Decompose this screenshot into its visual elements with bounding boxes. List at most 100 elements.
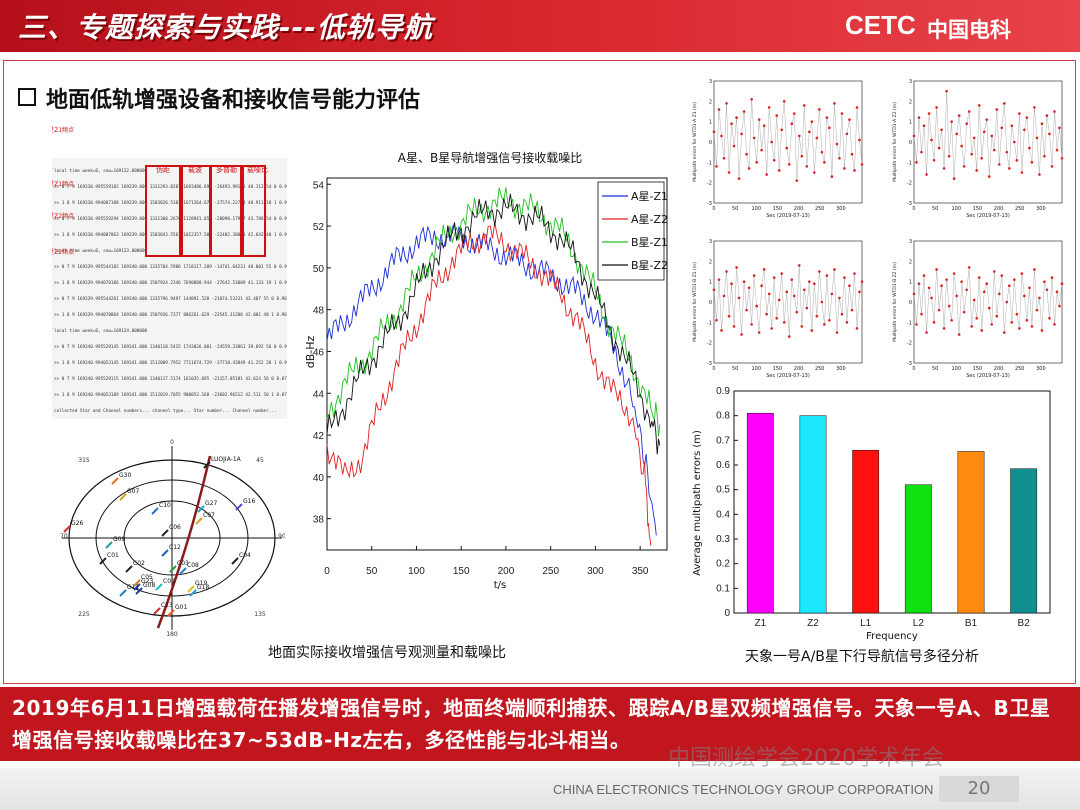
multipath-point [745, 152, 748, 156]
multipath-point [790, 122, 794, 125]
multipath-point [1043, 280, 1046, 283]
section-heading: 地面低轨增强设备和接收信号能力评估 [18, 82, 420, 114]
multipath-xtick: 250 [815, 366, 825, 372]
multipath-xtick: 300 [836, 366, 846, 372]
multipath-ytick: -2 [707, 341, 712, 347]
satellite-label: C03 [177, 560, 189, 567]
multipath-point [853, 272, 856, 275]
multipath-point [717, 278, 721, 281]
multipath-point [755, 161, 758, 164]
summary-text: 2019年6月11日增强载荷在播发增强信号时，地面终端顺利捕获、跟踪A/B星双频… [12, 696, 1051, 752]
table-rows: local time week=0, sow=169122.000000 >> 0… [54, 168, 287, 414]
multipath-point [810, 329, 814, 332]
multipath-point [813, 171, 816, 174]
satellite-label: G18 [197, 584, 209, 591]
satellite-label: C10 [159, 502, 171, 509]
satellite-track [169, 565, 177, 573]
multipath-point [1030, 325, 1034, 328]
multipath-xtick: 200 [994, 366, 1004, 372]
multipath-point [835, 142, 839, 146]
satellite-track [179, 567, 187, 575]
table-side-labels: B星Z1频点 A星Z1频点 B星Z2频点 A星Z2频点 [52, 126, 74, 256]
multipath-point [795, 179, 799, 182]
multipath-point [815, 136, 819, 140]
multipath-point [912, 292, 916, 296]
cn0-xtick: 300 [587, 566, 604, 577]
bar-ytick: 0.5 [716, 485, 730, 496]
satellite-label: G09 [113, 536, 125, 543]
satellite-label: G07 [127, 488, 139, 495]
multipath-ytick: 2 [709, 99, 712, 105]
multipath-xtick: 300 [836, 206, 846, 212]
multipath-point [848, 284, 851, 288]
multipath-point [820, 300, 824, 304]
cn0-ytick: 40 [313, 473, 325, 484]
multipath-point [1035, 308, 1039, 312]
multipath-ytick: 1 [709, 120, 712, 126]
multipath-ytick: 2 [909, 99, 912, 105]
multipath-point [960, 144, 963, 148]
multipath-point [972, 298, 976, 302]
cn0-legend-box [597, 181, 665, 281]
multipath-point [1000, 274, 1004, 277]
bar [746, 412, 774, 614]
multipath-point [1058, 304, 1061, 308]
cn0-series-line [326, 223, 657, 536]
multipath-point [843, 167, 846, 170]
footer-bar [0, 768, 1080, 810]
multipath-point [952, 177, 956, 180]
multipath-point [843, 276, 846, 279]
cn0-legend: A星-Z1 A星-Z2 B星-Z1 B星-Z2 [597, 181, 668, 281]
multipath-point [850, 152, 854, 156]
satellite-track [153, 607, 161, 615]
multipath-point [757, 331, 761, 334]
azimuth-label: 180 [166, 631, 178, 638]
multipath-point [1040, 122, 1044, 125]
multipath-point [808, 280, 811, 283]
multipath-plot-a-z2: 0 50 100 150 200 250 300 -3 -2 -1 0 1 2 3 Sec (2019-07… [892, 79, 1064, 219]
multipath-series-line [713, 99, 863, 181]
logo-chinese: 中国电科 [927, 18, 1011, 42]
multipath-xtick: 300 [1036, 206, 1046, 212]
multipath-point [1053, 110, 1056, 113]
multipath-point [915, 323, 918, 326]
multipath-point [942, 167, 946, 170]
bar [957, 451, 985, 614]
multipath-point [962, 310, 966, 314]
multipath-point [1030, 161, 1034, 164]
luojia-track [156, 455, 212, 629]
multipath-point [840, 312, 844, 316]
satellite-label: C02 [133, 560, 145, 567]
watermark: 中国测绘学会2020学术年会 [668, 746, 944, 771]
table-row: >> 0 7 9 169340.995529145 169341.000 134… [54, 344, 287, 350]
multipath-point [855, 327, 859, 330]
multipath-point [712, 130, 716, 134]
multipath-point [935, 106, 938, 109]
multipath-point [742, 110, 746, 113]
multipath-point [797, 134, 801, 138]
multipath-point [800, 154, 804, 158]
multipath-point [980, 156, 984, 160]
multipath-point [760, 148, 763, 152]
satellite-track [235, 503, 243, 511]
table-row: >> 1 0 9 169338.994087063 169339.000 150… [54, 232, 287, 238]
satellite-label: C13 [161, 602, 173, 609]
multipath-xtick: 100 [952, 366, 962, 372]
multipath-point [777, 298, 781, 302]
cn0-ytick: 54 [313, 180, 325, 191]
satellite-track [187, 585, 195, 593]
multipath-point [825, 274, 829, 277]
multipath-point [775, 316, 779, 320]
satellite-label: C06 [169, 524, 181, 531]
multipath-xtick: 250 [1015, 366, 1025, 372]
multipath-point [1005, 300, 1009, 304]
multipath-point [762, 268, 766, 271]
satellite-label: G26 [71, 520, 83, 527]
multipath-point [1018, 327, 1021, 330]
table-row: >> 1 0 9 169339.994070064 169340.000 150… [54, 312, 287, 318]
left-figure-caption: 地面实际接收增强信号观测量和载噪比 [268, 645, 506, 661]
multipath-point [735, 116, 738, 119]
multipath-point [1038, 296, 1041, 300]
cn0-xlabel: t/s [494, 580, 507, 591]
multipath-ytick: 2 [909, 259, 912, 265]
